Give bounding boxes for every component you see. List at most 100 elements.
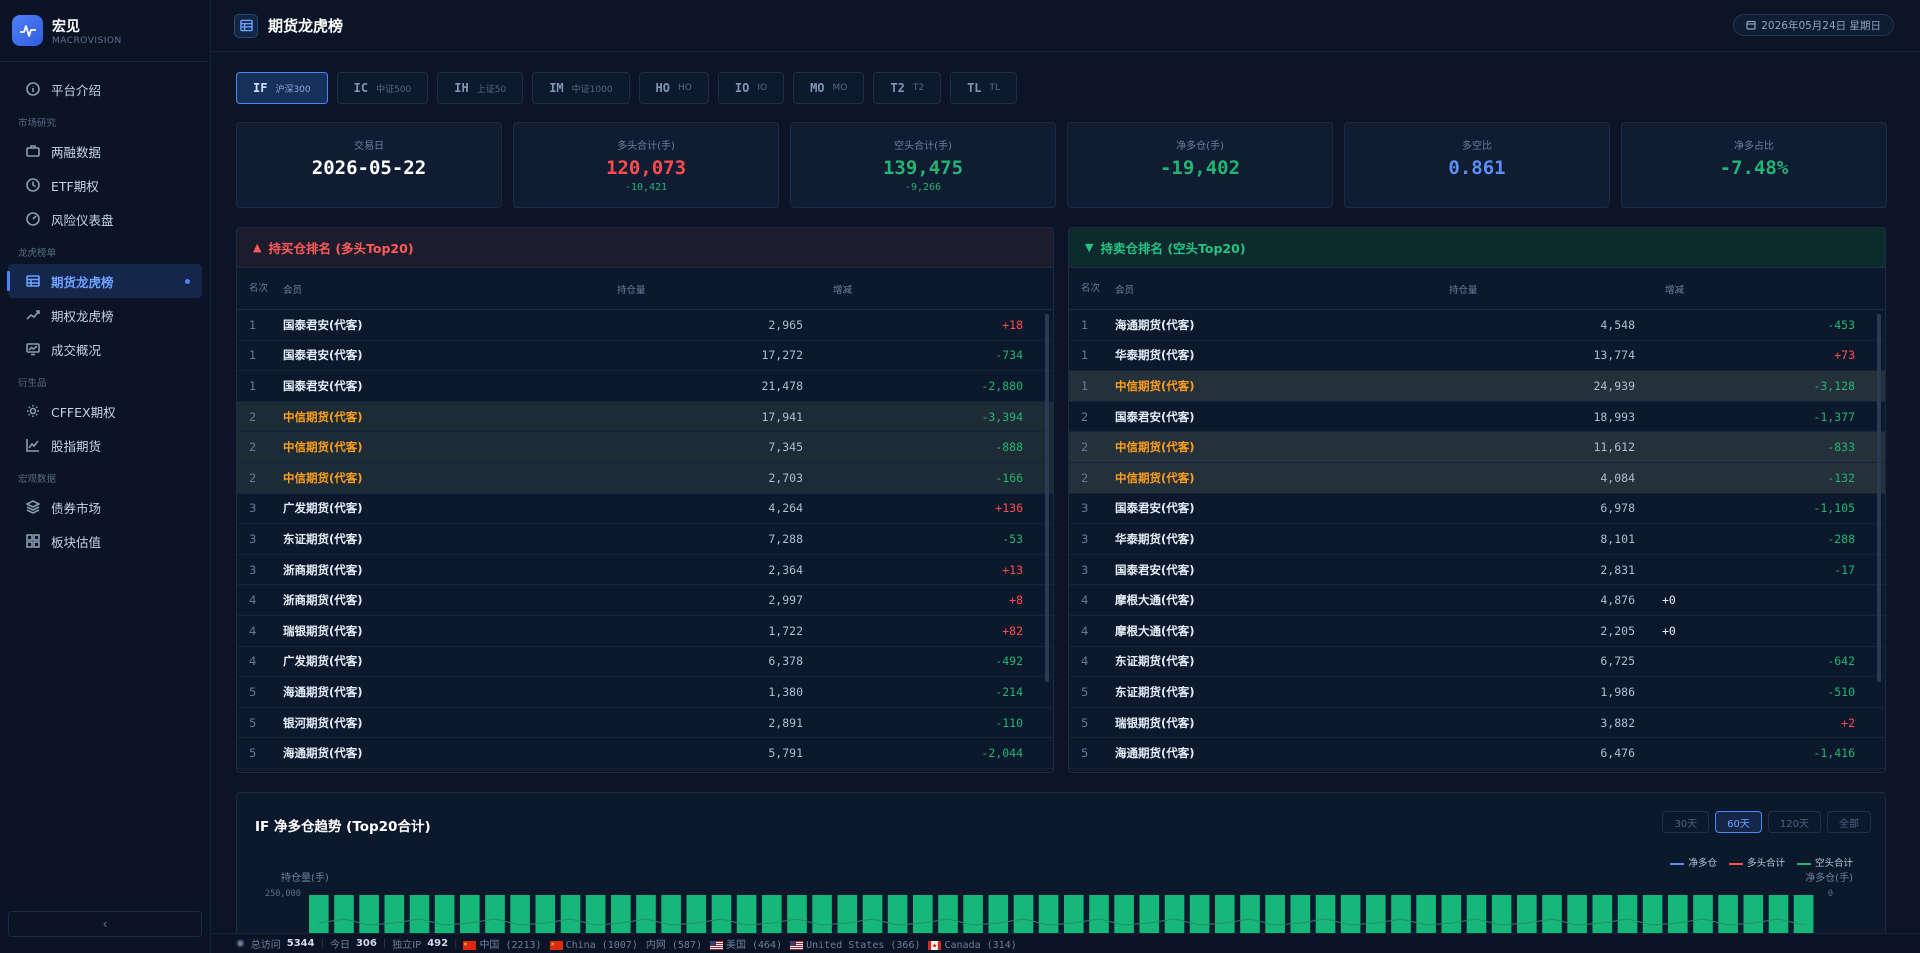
rank-cell: 5 (1081, 715, 1089, 730)
legend-swatch (1796, 862, 1811, 865)
member-cell: 摩根大通(代客) (1115, 593, 1195, 608)
sidebar-item-index-futures[interactable]: 股指期货 (8, 428, 202, 462)
sidebar-item-intro[interactable]: 平台介绍 (8, 72, 202, 106)
scrollbar[interactable] (1877, 314, 1881, 682)
country-stat: 内网 (587) (646, 940, 702, 951)
collapse-sidebar-button[interactable]: ‹ (8, 911, 202, 937)
stat-value: 120,073 (605, 157, 687, 179)
table-row: 4 浙商期货(代客) 2,997 +8 (237, 585, 1053, 616)
sidebar-item-volume-overview[interactable]: 成交概况 (8, 332, 202, 366)
sidebar-item-etf-options[interactable]: ETF期权 (8, 168, 202, 202)
rank-cell: 4 (1081, 654, 1089, 669)
eye-icon: ◉ (236, 938, 245, 949)
member-cell: 浙商期货(代客) (283, 593, 363, 608)
sidebar-item-cffex-options[interactable]: CFFEX期权 (8, 394, 202, 428)
position-cell: 1,380 (768, 684, 803, 699)
flag-icon (549, 940, 566, 951)
table-row: 3 国泰君安(代客) 6,978 -1,105 (1069, 494, 1885, 525)
country-stat: Canada (314) (928, 940, 1017, 951)
tab-ic[interactable]: IC 中证500 (336, 72, 429, 104)
long-ranking-panel: ▲ 持买仓排名 (多头Top20) 名次 会员 持仓量 增减 1 国泰君安(代客… (236, 227, 1054, 773)
member-cell: 海通期货(代客) (283, 684, 363, 699)
position-cell: 5,791 (768, 746, 803, 761)
legend-item[interactable]: 多头合计 (1728, 855, 1785, 869)
brand-subtitle: MACROVISION (52, 35, 122, 46)
change-cell: -492 (995, 654, 1023, 669)
panel-title: 持买仓排名 (多头Top20) (268, 241, 414, 256)
position-cell: 17,272 (761, 348, 803, 363)
calendar-icon (1746, 20, 1756, 30)
tab-im[interactable]: IM 中证1000 (532, 72, 630, 104)
tab-ho[interactable]: HO HO (638, 72, 709, 104)
change-cell: -510 (1827, 684, 1855, 699)
change-cell: -888 (995, 440, 1023, 455)
sidebar-item-bond-market[interactable]: 债券市场 (8, 490, 202, 524)
change-cell: -2,044 (981, 746, 1023, 761)
tab-t2[interactable]: T2 T2 (873, 72, 942, 104)
rank-cell: 5 (249, 715, 257, 730)
member-cell: 银河期货(代客) (283, 715, 363, 730)
position-cell: 2,364 (768, 562, 803, 577)
position-cell: 4,876 (1600, 593, 1635, 608)
tab-code: IC (353, 81, 369, 95)
table-row: 5 瑞银期货(代客) 3,882 +2 (1069, 708, 1885, 739)
net-long-trend-panel: IF 净多仓趋势 (Top20合计) 30天 60天 120天 全部 净多仓 多头合计 空… (236, 792, 1886, 953)
table-row: 1 华泰期货(代客) 13,774 +73 (1069, 341, 1885, 372)
table-row: 3 浙商期货(代客) 2,364 +13 (237, 555, 1053, 586)
position-cell: 6,378 (768, 654, 803, 669)
member-cell: 华泰期货(代客) (1115, 531, 1195, 546)
stat-card: 多头合计(手) 120,073 -10,421 (513, 122, 779, 208)
summary-stats: 交易日 2026-05-22 多头合计(手) 120,073 -10,421 空头… (236, 122, 1887, 208)
table-row: 4 东证期货(代客) 6,725 -642 (1069, 647, 1885, 678)
range-button[interactable]: 全部 (1827, 811, 1871, 833)
line-chart-icon (26, 439, 39, 452)
table-row: 1 海通期货(代客) 4,548 -453 (1069, 310, 1885, 341)
active-dot (185, 278, 190, 284)
clock-icon (26, 178, 40, 192)
legend-item[interactable]: 空头合计 (1796, 855, 1853, 869)
country-label: 美国 (464) (725, 940, 783, 951)
table-icon (26, 275, 40, 287)
table-row: 2 国泰君安(代客) 18,993 -1,377 (1069, 402, 1885, 433)
scrollbar[interactable] (1045, 314, 1049, 682)
change-cell: -166 (995, 470, 1023, 485)
position-cell: 11,612 (1593, 440, 1635, 455)
member-cell: 瑞银期货(代客) (283, 623, 363, 638)
legend-swatch (1670, 862, 1685, 865)
tab-tl[interactable]: TL TL (950, 72, 1018, 104)
sidebar-item-options-ranking[interactable]: 期权龙虎榜 (8, 298, 202, 332)
legend-item[interactable]: 净多仓 (1670, 855, 1717, 869)
position-cell: 2,703 (768, 470, 803, 485)
sidebar-item-sector-valuation[interactable]: 板块估值 (8, 524, 202, 558)
rank-cell: 1 (249, 317, 257, 332)
change-cell: -1,105 (1813, 501, 1855, 516)
tab-ih[interactable]: IH 上证50 (437, 72, 524, 104)
sidebar-item-futures-ranking[interactable]: 期货龙虎榜 (7, 264, 202, 298)
member-cell: 东证期货(代客) (283, 531, 363, 546)
chevron-left-icon: ‹ (102, 917, 108, 931)
range-button[interactable]: 30天 (1662, 811, 1710, 833)
range-button[interactable]: 60天 (1715, 811, 1762, 833)
member-cell: 中信期货(代客) (283, 470, 363, 485)
sidebar-item-risk-dashboard[interactable]: 风险仪表盘 (8, 202, 202, 236)
tab-mo[interactable]: MO MO (793, 72, 865, 104)
date-display: 2026年05月24日 星期日 (1733, 14, 1894, 36)
position-cell: 21,478 (761, 378, 803, 393)
tab-name: T2 (912, 83, 925, 93)
tab-if[interactable]: IF 沪深300 (236, 72, 328, 104)
nav-section-title: 衍生品 (18, 378, 47, 389)
tab-io[interactable]: IO IO (717, 72, 785, 104)
sidebar-item-margin[interactable]: 两融数据 (8, 134, 202, 168)
col-position: 持仓量 (617, 284, 646, 296)
change-cell: -3,394 (981, 409, 1023, 424)
col-rank: 名次 (249, 283, 269, 294)
stat-card: 交易日 2026-05-22 (236, 122, 502, 208)
member-cell: 海通期货(代客) (283, 746, 363, 761)
range-button[interactable]: 120天 (1767, 811, 1821, 833)
sidebar-item-label: 期权龙虎榜 (51, 308, 114, 324)
brand: 宏见 MACROVISION (0, 0, 210, 62)
monitor-icon (26, 343, 40, 356)
sidebar-item-label: 债券市场 (51, 500, 102, 516)
unique-ip-label: 独立IP (392, 940, 422, 951)
rank-cell: 2 (249, 440, 257, 455)
